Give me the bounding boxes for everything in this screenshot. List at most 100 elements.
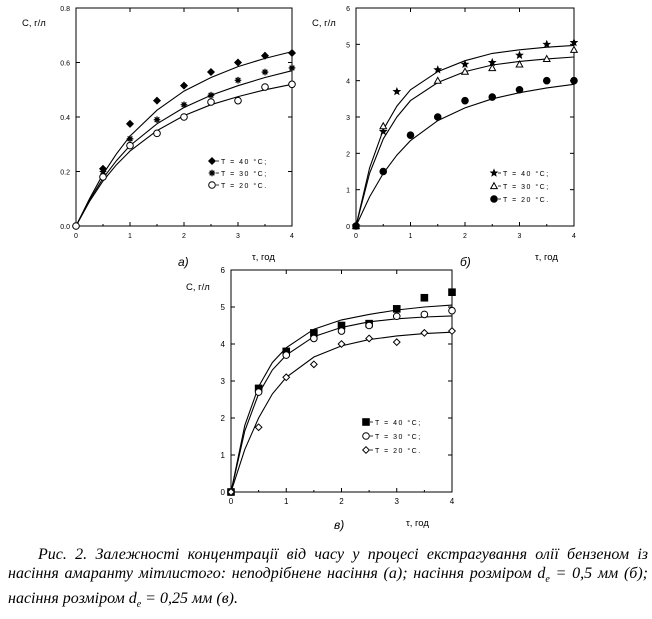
y-tick-label: 1 [346, 188, 350, 195]
x-tick-label: 2 [463, 233, 467, 240]
data-point [515, 85, 524, 94]
data-point [570, 76, 578, 85]
data-point [282, 351, 291, 359]
legend-label: T = 30 °С; [221, 170, 268, 178]
data-point [180, 113, 188, 121]
data-point [152, 96, 162, 105]
data-point [180, 101, 188, 109]
caption-text-3: = 0,25 мм (в). [141, 590, 238, 608]
data-point [365, 321, 373, 330]
data-point [153, 116, 161, 124]
data-point [337, 327, 346, 335]
data-point [234, 76, 242, 84]
series-3 [72, 80, 296, 230]
x-tick-label: 4 [450, 497, 455, 506]
y-axis-label: С, г/л [186, 282, 210, 293]
data-point [420, 328, 429, 337]
y-tick-label: 4 [221, 340, 226, 349]
fit-curve [230, 331, 453, 493]
legend-marker [361, 445, 371, 455]
y-tick-label: 0.8 [60, 6, 70, 13]
data-point [448, 306, 456, 315]
data-point [260, 51, 270, 60]
chart-panel-2: 0 1 2 3 4 0 1 2 3 4 5 6 С, г/л τ, год б) T = 40 °С; T = … [312, 6, 579, 269]
legend-marker [208, 181, 216, 189]
legend-marker [490, 195, 498, 203]
fit-curve [75, 70, 293, 227]
x-tick-label: 1 [128, 233, 132, 240]
data-point [379, 121, 388, 130]
x-tick-label: 4 [572, 233, 576, 240]
data-point [420, 293, 429, 302]
x-tick-label: 2 [182, 233, 186, 240]
y-tick-label: 0.4 [60, 115, 70, 122]
legend-marker [207, 156, 217, 166]
data-point [153, 129, 161, 138]
y-tick-label: 2 [221, 414, 226, 423]
data-point [515, 59, 524, 68]
y-tick-label: 5 [346, 42, 350, 49]
data-point [352, 222, 360, 230]
data-point [207, 91, 215, 99]
data-point [488, 93, 497, 101]
fit-curve [75, 51, 293, 227]
data-point [254, 423, 263, 432]
data-point [488, 63, 497, 72]
series-3 [352, 76, 578, 230]
data-point [569, 45, 579, 53]
data-point [261, 83, 269, 91]
legend-label: T = 30 °С; [375, 433, 422, 441]
data-point [261, 68, 269, 76]
data-point [515, 50, 524, 59]
data-point [282, 373, 291, 382]
x-tick-label: 2 [339, 497, 344, 506]
x-tick-label: 0 [229, 497, 234, 506]
data-point [392, 338, 401, 347]
data-point [392, 305, 401, 313]
chart-panel-3: 0 1 2 3 4 0 1 2 3 4 5 6 С, г/л τ, год в) T = 40 °С; T = … [186, 266, 457, 532]
series-3 [226, 327, 457, 497]
data-point [365, 334, 374, 343]
y-tick-label: 6 [346, 6, 350, 13]
y-tick-label: 3 [346, 115, 350, 122]
data-point [99, 173, 107, 181]
x-tick-label: 3 [395, 497, 400, 506]
legend-marker [208, 169, 216, 177]
legend-label: T = 30 °С; [503, 183, 550, 191]
data-point [460, 59, 470, 69]
data-point [379, 167, 388, 176]
data-point [125, 119, 135, 128]
data-point [126, 141, 134, 150]
x-tick-label: 1 [284, 497, 289, 506]
data-point [287, 48, 297, 57]
data-point [392, 312, 401, 321]
y-axis-label: С, г/л [22, 18, 46, 29]
data-point [337, 339, 346, 349]
series-2 [227, 306, 456, 496]
data-point [126, 135, 134, 143]
data-point [254, 388, 263, 396]
x-tick-label: 3 [518, 233, 522, 240]
legend-label: T = 20 °С. [375, 447, 422, 455]
y-axis-label: С, г/л [312, 18, 336, 29]
data-point [433, 76, 442, 84]
data-point [433, 113, 442, 121]
x-tick-label: 0 [74, 233, 78, 240]
data-point [461, 96, 469, 105]
data-point [207, 98, 215, 106]
x-axis-label: τ, год [252, 252, 275, 263]
panel-label: в) [334, 518, 344, 532]
data-point [288, 64, 296, 72]
panel-label: а) [178, 255, 189, 269]
legend-label: T = 40 °С; [503, 170, 550, 178]
legend-label: T = 40 °С; [221, 158, 268, 166]
data-point [569, 37, 579, 47]
data-point [288, 80, 296, 89]
data-point [406, 131, 415, 139]
figure-caption: Рис. 2. Залежності концентрації від часу… [8, 545, 648, 614]
legend-marker [489, 181, 499, 190]
caption-text-2: = 0,5 мм (б); насіння розміром d [8, 565, 648, 608]
chart-panel-1: 0 1 2 3 4 0.0 0.2 0.4 0.6 0.8 С, г/л τ, год а) T = 40… [22, 6, 297, 269]
legend-marker [362, 418, 370, 426]
fit-curve [355, 83, 575, 227]
